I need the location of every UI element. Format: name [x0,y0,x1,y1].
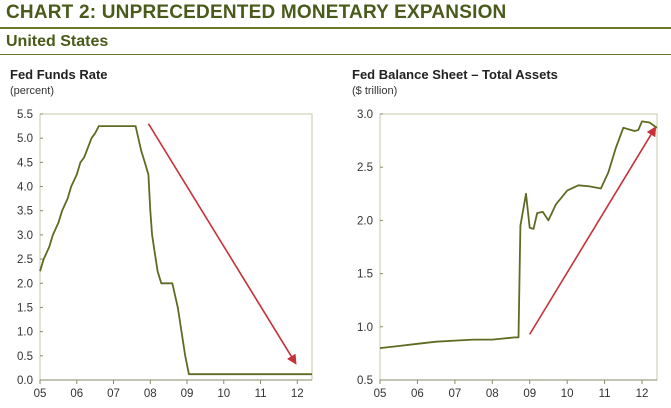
fed-funds-trend-arrow [147,123,297,365]
right-chart-unit: ($ trillion) [352,85,398,97]
fed-funds-x-tick-label: 12 [291,388,304,400]
left-chart-unit: (percent) [10,85,55,97]
chart-title: CHART 2: UNPRECEDENTED MONETARY EXPANSIO… [6,2,507,23]
fed-funds-y-tick-label: 5.0 [17,133,33,145]
title-rule [0,27,671,29]
fed-funds-x-tick-label: 09 [181,388,194,400]
balance-trend-arrow [529,126,657,335]
fed-funds-x-tick-label: 07 [107,388,120,400]
fed-funds-y-tick-label: 1.5 [17,302,33,314]
balance-y-tick-label: 1.5 [357,269,373,281]
fed-funds-y-tick-label: 4.5 [17,157,33,169]
fed-funds-x-tick-label: 08 [144,388,157,400]
balance-y-tick-label: 3.0 [357,109,373,121]
balance-plot-frame [379,113,658,381]
balance-y-tick-label: 2.5 [357,162,373,174]
chart-subtitle: United States [6,33,109,50]
fed-funds-y-tick-label: 0.0 [17,375,33,387]
balance-x-tick-label: 10 [561,388,574,400]
right-chart-title: Fed Balance Sheet – Total Assets [352,67,558,82]
balance-x-tick-label: 11 [599,388,611,400]
fed-funds-y-tick-label: 0.5 [17,351,33,363]
fed-funds-y-tick-label: 3.0 [17,230,33,242]
balance-y-tick-label: 0.5 [357,375,373,387]
fed-funds-y-tick-label: 1.0 [17,327,33,339]
balance-x-tick-label: 06 [411,388,424,400]
fed-funds-x-tick-label: 11 [255,388,267,400]
balance-y-tick-label: 2.0 [357,215,373,227]
fed-funds-y-tick-label: 4.0 [17,182,33,194]
balance-x-tick-label: 09 [523,388,536,400]
balance-x-tick-label: 12 [636,388,649,400]
fed-funds-x-tick-label: 10 [217,388,230,400]
balance-x-tick-label: 05 [374,388,387,400]
fed-funds-y-tick-label: 5.5 [17,109,33,121]
balance-x-tick-label: 07 [448,388,461,400]
left-chart-title: Fed Funds Rate [10,67,108,82]
fed-funds-x-tick-label: 05 [34,388,47,400]
fed-funds-x-tick-label: 06 [70,388,83,400]
fed-funds-series-line [39,125,312,376]
balance-series-line [379,120,658,349]
fed-funds-y-tick-label: 2.5 [17,254,33,266]
fed-funds-y-tick-label: 2.0 [17,278,33,290]
balance-y-tick-label: 1.0 [357,322,373,334]
subtitle-rule [0,54,671,55]
fed-funds-y-tick-label: 3.5 [17,206,33,218]
balance-x-tick-label: 08 [486,388,499,400]
